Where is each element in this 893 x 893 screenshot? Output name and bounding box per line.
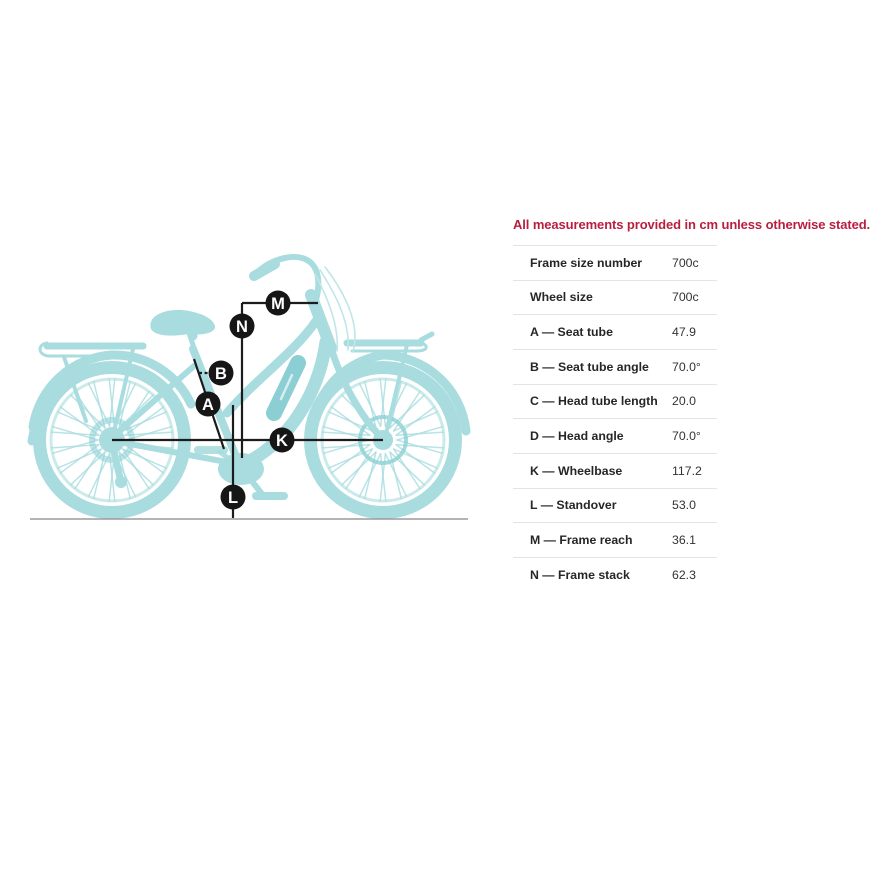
table-row: M — Frame reach 36.1 (513, 522, 717, 557)
row-label: A — Seat tube (530, 325, 613, 340)
row-label: N — Frame stack (530, 567, 630, 582)
table-row: B — Seat tube angle 70.0° (513, 348, 717, 384)
table-row: D — Head angle 70.0° (513, 418, 717, 453)
label-marker-b (208, 360, 234, 386)
battery-highlight (279, 373, 294, 401)
label-marker-n (229, 313, 255, 339)
handlebar-grip (249, 259, 280, 281)
rear-rack (38, 341, 147, 438)
row-label: K — Wheelbase (530, 463, 623, 478)
label-letter-m: M (271, 295, 285, 313)
row-value: 700c (672, 255, 699, 270)
row-label: C — Head tube length (530, 394, 658, 409)
annotations: A B K L M N (30, 290, 468, 520)
row-label: D — Head angle (530, 429, 624, 444)
brake-cable (319, 269, 349, 351)
label-letter-k: K (276, 432, 288, 450)
row-label: B — Seat tube angle (530, 359, 649, 374)
row-label: M — Frame reach (530, 533, 633, 548)
front-rack (343, 331, 435, 436)
row-value: 62.3 (672, 567, 696, 582)
label-letter-l: L (228, 489, 238, 507)
table-row: N — Frame stack 62.3 (513, 556, 717, 592)
label-letter-a: A (202, 396, 214, 414)
wire-cable (314, 273, 339, 352)
row-value: 47.9 (672, 325, 696, 340)
saddle (150, 309, 216, 341)
geometry-table: Frame size number 700c Wheel size 700c A… (513, 245, 717, 592)
label-marker-l (220, 484, 246, 510)
seat-stay (111, 363, 197, 439)
crank-arm-left (217, 449, 244, 471)
table-row: Wheel size 700c (513, 279, 717, 315)
row-value: 53.0 (672, 498, 696, 513)
row-value: 20.0 (672, 394, 696, 409)
label-marker-a (195, 391, 221, 417)
row-label: Frame size number (530, 255, 643, 270)
table-row: A — Seat tube 47.9 (513, 314, 717, 349)
row-value: 700c (672, 290, 699, 305)
cockpit (249, 254, 356, 353)
row-value: 36.1 (672, 533, 696, 548)
row-label: L — Standover (530, 498, 617, 513)
crank-arm-right (240, 467, 265, 497)
chain-stay (111, 438, 235, 466)
rear-derailleur (110, 448, 124, 482)
table-row: Frame size number 700c (513, 245, 717, 280)
shift-cable (324, 266, 356, 353)
table-row: K — Wheelbase 117.2 (513, 452, 717, 488)
drivetrain (194, 446, 288, 500)
down-tube (243, 335, 333, 468)
bike-illustration (27, 254, 471, 519)
label-marker-m (265, 290, 291, 316)
fork (327, 344, 385, 441)
label-letter-n: N (236, 318, 248, 336)
measurements-note: All measurements provided in cm unless o… (513, 217, 871, 232)
derailleur-pulley (115, 476, 127, 488)
table-row: L — Standover 53.0 (513, 487, 717, 523)
table-row: C — Head tube length 20.0 (513, 383, 717, 419)
row-value: 117.2 (672, 463, 702, 478)
row-label: Wheel size (530, 290, 593, 305)
top-tube (222, 316, 321, 418)
row-value: 70.0° (672, 429, 701, 444)
label-letter-b: B (215, 365, 227, 383)
label-marker-k (269, 427, 295, 453)
row-value: 70.0° (672, 359, 701, 374)
rear-mudflap (27, 416, 41, 446)
